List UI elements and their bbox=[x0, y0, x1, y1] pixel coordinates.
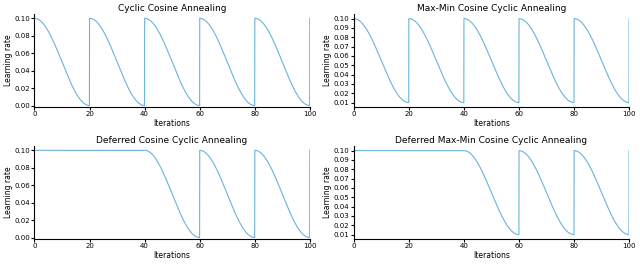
Title: Deferred Cosine Cyclic Annealing: Deferred Cosine Cyclic Annealing bbox=[97, 136, 248, 145]
X-axis label: Iterations: Iterations bbox=[473, 119, 510, 128]
Title: Max-Min Cosine Cyclic Annealing: Max-Min Cosine Cyclic Annealing bbox=[417, 4, 566, 13]
Title: Cyclic Cosine Annealing: Cyclic Cosine Annealing bbox=[118, 4, 227, 13]
Y-axis label: Learning rate: Learning rate bbox=[4, 35, 13, 86]
X-axis label: Iterations: Iterations bbox=[473, 251, 510, 260]
Title: Deferred Max-Min Cosine Cyclic Annealing: Deferred Max-Min Cosine Cyclic Annealing bbox=[396, 136, 588, 145]
Y-axis label: Learning rate: Learning rate bbox=[323, 167, 332, 218]
X-axis label: Iterations: Iterations bbox=[154, 251, 191, 260]
Y-axis label: Learning rate: Learning rate bbox=[323, 35, 332, 86]
X-axis label: Iterations: Iterations bbox=[154, 119, 191, 128]
Y-axis label: Learning rate: Learning rate bbox=[4, 167, 13, 218]
